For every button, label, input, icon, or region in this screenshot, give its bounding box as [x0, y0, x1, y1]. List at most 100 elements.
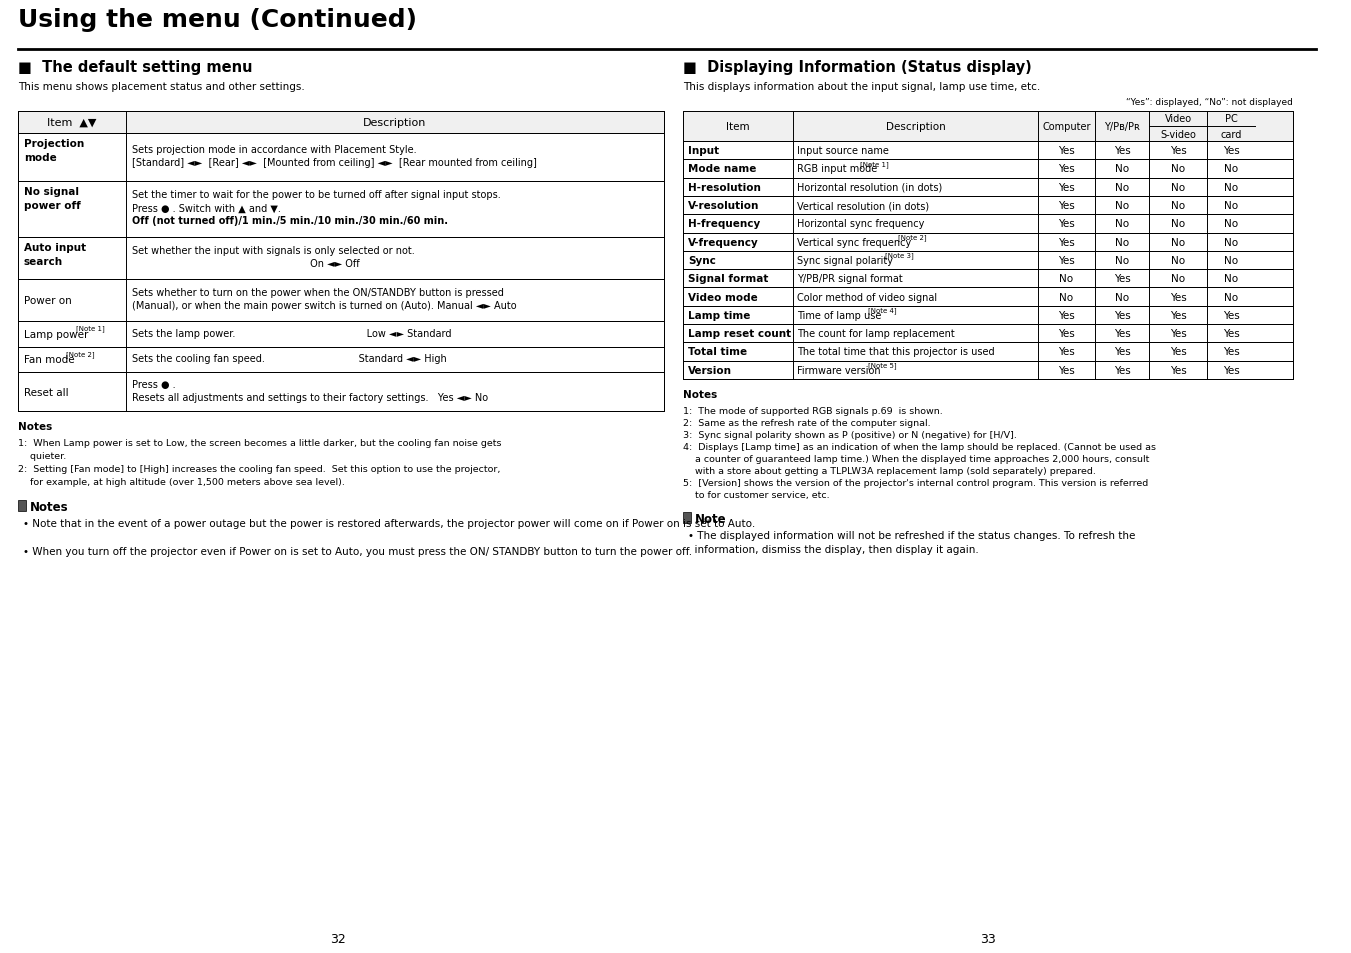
Text: Item: Item [727, 122, 750, 132]
Text: No: No [1171, 183, 1185, 193]
Text: with a store about getting a TLPLW3A replacement lamp (sold separately) prepared: with a store about getting a TLPLW3A rep… [684, 466, 1096, 476]
Text: • The displayed information will not be refreshed if the status changes. To refr: • The displayed information will not be … [688, 530, 1135, 540]
Text: Yes: Yes [1058, 183, 1075, 193]
Text: ■  The default setting menu: ■ The default setting menu [18, 60, 253, 75]
Text: Yes: Yes [1113, 311, 1131, 320]
Text: Video mode: Video mode [688, 293, 758, 302]
Text: 1:  The mode of supported RGB signals p.69  is shown.: 1: The mode of supported RGB signals p.6… [684, 407, 943, 416]
Text: No: No [1224, 293, 1238, 302]
Text: PC: PC [1224, 114, 1238, 125]
Text: Item  ▲▼: Item ▲▼ [47, 118, 97, 128]
Bar [18, 112, 663, 133]
Bar [684, 112, 1293, 379]
Text: Yes: Yes [1170, 311, 1186, 320]
Text: Yes: Yes [1058, 255, 1075, 266]
Text: Lamp time: Lamp time [688, 311, 750, 320]
Text: Yes: Yes [1058, 311, 1075, 320]
Text: No: No [1171, 201, 1185, 211]
Text: Projection: Projection [24, 139, 84, 149]
Text: “Yes”: displayed, “No”: not displayed: “Yes”: displayed, “No”: not displayed [1127, 98, 1293, 107]
Bar [684, 270, 1293, 288]
Text: Yes: Yes [1170, 329, 1186, 339]
Text: • Note that in the event of a power outage but the power is restored afterwards,: • Note that in the event of a power outa… [23, 518, 755, 529]
Bar [684, 252, 1293, 270]
Text: Yes: Yes [1058, 329, 1075, 339]
Text: Yes: Yes [1058, 146, 1075, 156]
Text: No signal: No signal [24, 187, 78, 196]
Text: Sync signal polarity: Sync signal polarity [797, 255, 896, 266]
Text: Version: Version [688, 365, 732, 375]
Text: Sets the cooling fan speed.                              Standard ◄► High: Sets the cooling fan speed. Standard ◄► … [132, 354, 447, 363]
Text: Note: Note [694, 513, 727, 525]
Text: Power on: Power on [24, 296, 72, 306]
Bar [18, 348, 663, 373]
Text: Yes: Yes [1058, 164, 1075, 174]
Text: S-video: S-video [1161, 130, 1196, 139]
Bar [684, 343, 1293, 361]
Text: This displays information about the input signal, lamp use time, etc.: This displays information about the inpu… [684, 82, 1040, 91]
Text: 4:  Displays [Lamp time] as an indication of when the lamp should be replaced. (: 4: Displays [Lamp time] as an indication… [684, 442, 1156, 452]
Text: Firmware version: Firmware version [797, 365, 884, 375]
Bar [684, 178, 1293, 196]
Bar [684, 142, 1293, 160]
Text: [Note 1]: [Note 1] [76, 325, 105, 332]
Text: [Note 2]: [Note 2] [898, 234, 927, 241]
Text: Yes: Yes [1058, 347, 1075, 357]
Text: Yes: Yes [1223, 311, 1239, 320]
Text: Input: Input [688, 146, 719, 156]
Text: Yes: Yes [1113, 347, 1131, 357]
Text: Sets projection mode in accordance with Placement Style.: Sets projection mode in accordance with … [132, 145, 420, 154]
Bar [684, 160, 1293, 178]
Text: Sets whether to turn on the power when the ON/STANDBY button is pressed: Sets whether to turn on the power when t… [132, 288, 504, 298]
Text: Resets all adjustments and settings to their factory settings.   Yes ◄► No: Resets all adjustments and settings to t… [132, 393, 488, 402]
Text: The count for lamp replacement: The count for lamp replacement [797, 329, 955, 339]
Text: [Note 1]: [Note 1] [861, 161, 889, 168]
Text: for example, at high altitude (over 1,500 meters above sea level).: for example, at high altitude (over 1,50… [18, 478, 345, 487]
Text: [Note 3]: [Note 3] [885, 253, 913, 259]
Text: Input source name: Input source name [797, 146, 889, 156]
Text: Computer: Computer [1042, 122, 1090, 132]
Text: [Standard] ◄►  [Rear] ◄►  [Mounted from ceiling] ◄►  [Rear mounted from ceiling]: [Standard] ◄► [Rear] ◄► [Mounted from ce… [132, 158, 536, 168]
Bar [18, 280, 663, 322]
Text: Yes: Yes [1223, 347, 1239, 357]
Text: Total time: Total time [688, 347, 747, 357]
Text: Auto input: Auto input [24, 243, 86, 253]
Text: Description: Description [886, 122, 946, 132]
Text: 5:  [Version] shows the version of the projector's internal control program. Thi: 5: [Version] shows the version of the pr… [684, 478, 1148, 487]
Text: No: No [1059, 274, 1074, 284]
Text: No: No [1224, 237, 1238, 248]
Text: No: No [1224, 255, 1238, 266]
Text: No: No [1115, 183, 1129, 193]
Text: This menu shows placement status and other settings.: This menu shows placement status and oth… [18, 82, 305, 91]
Text: to for customer service, etc.: to for customer service, etc. [684, 491, 830, 499]
Text: Sets the lamp power.                                          Low ◄► Standard: Sets the lamp power. Low ◄► Standard [132, 328, 451, 338]
Text: 3:  Sync signal polarity shown as P (positive) or N (negative) for [H/V].: 3: Sync signal polarity shown as P (posi… [684, 431, 1017, 439]
Bar [684, 306, 1293, 325]
Text: Yes: Yes [1170, 293, 1186, 302]
Text: Press ● . Switch with ▲ and ▼.: Press ● . Switch with ▲ and ▼. [132, 203, 281, 213]
Text: Yes: Yes [1058, 219, 1075, 229]
Bar [684, 513, 690, 523]
Text: Horizontal resolution (in dots): Horizontal resolution (in dots) [797, 183, 942, 193]
Text: Fan mode: Fan mode [24, 355, 74, 365]
Text: On ◄► Off: On ◄► Off [132, 259, 359, 269]
Text: No: No [1171, 237, 1185, 248]
Text: Yes: Yes [1058, 237, 1075, 248]
Text: RGB input mode: RGB input mode [797, 164, 881, 174]
Text: No: No [1059, 293, 1074, 302]
Bar [18, 112, 663, 412]
Bar [684, 215, 1293, 233]
Text: Y/PB/PR signal format: Y/PB/PR signal format [797, 274, 902, 284]
Text: Using the menu (Continued): Using the menu (Continued) [18, 8, 417, 32]
Text: quieter.: quieter. [18, 452, 66, 461]
Text: V-resolution: V-resolution [688, 201, 759, 211]
Text: No: No [1115, 293, 1129, 302]
Text: [Note 4]: [Note 4] [869, 307, 897, 314]
Text: No: No [1115, 255, 1129, 266]
Bar [18, 238, 663, 280]
Text: No: No [1115, 164, 1129, 174]
Text: Lamp reset count: Lamp reset count [688, 329, 792, 339]
Bar [18, 182, 663, 238]
Text: No: No [1115, 237, 1129, 248]
Text: [Note 2]: [Note 2] [66, 351, 95, 357]
